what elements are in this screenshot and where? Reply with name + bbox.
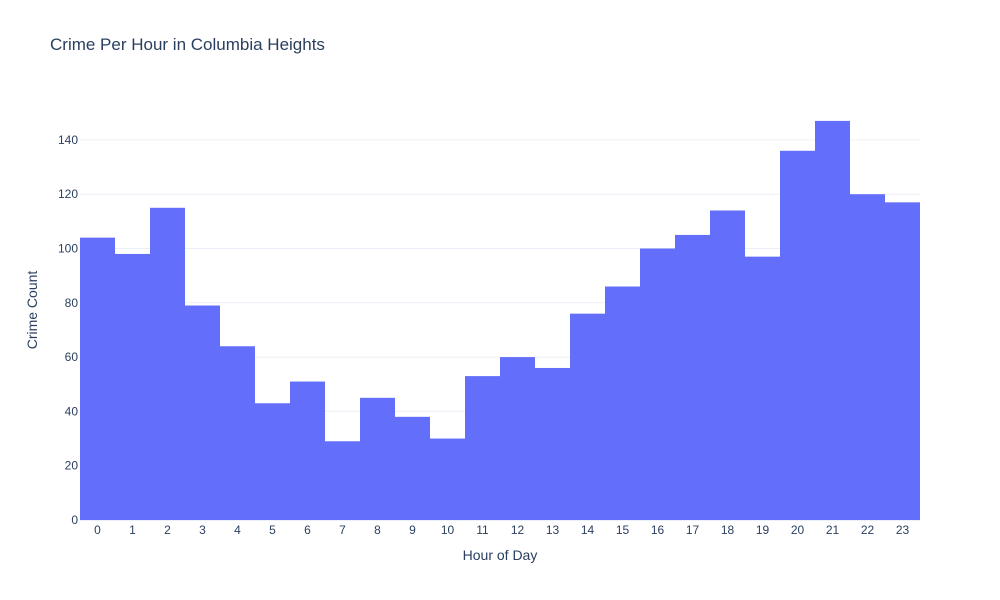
bar-hour-5[interactable]	[255, 403, 290, 520]
x-axis-title: Hour of Day	[463, 547, 538, 563]
bar-hour-19[interactable]	[745, 256, 780, 520]
x-tick-label: 22	[861, 523, 875, 537]
y-axis-title: Crime Count	[24, 271, 40, 350]
x-tick-label: 19	[756, 523, 770, 537]
bar-hour-9[interactable]	[395, 416, 430, 520]
bar-hour-12[interactable]	[500, 357, 535, 520]
bar-hour-14[interactable]	[570, 313, 605, 520]
x-tick-label: 17	[686, 523, 700, 537]
x-tick-label: 11	[476, 523, 489, 537]
x-tick-label: 16	[651, 523, 665, 537]
y-tick-labels: 0 20 40 60 80 100 120 140	[58, 133, 78, 527]
bar-hour-10[interactable]	[430, 438, 465, 520]
bar-hour-8[interactable]	[360, 397, 395, 520]
chart-title: Crime Per Hour in Columbia Heights	[50, 35, 325, 54]
x-tick-label: 5	[269, 523, 276, 537]
y-tick-label: 140	[58, 133, 78, 147]
y-tick-label: 80	[65, 296, 79, 310]
x-tick-label: 1	[129, 523, 136, 537]
bar-hour-6[interactable]	[290, 381, 325, 520]
x-tick-labels: 0 1 2 3 4 5 6 7 8 9 10 11 12 13 14 15 16 17 18 19 20 21 22 23	[94, 523, 909, 537]
bar-hour-1[interactable]	[115, 253, 150, 520]
bar-hour-3[interactable]	[185, 305, 220, 520]
bar-hour-20[interactable]	[780, 150, 815, 520]
bars-layer	[80, 120, 920, 521]
x-tick-label: 15	[616, 523, 630, 537]
bar-hour-4[interactable]	[220, 346, 255, 520]
y-tick-label: 0	[71, 513, 78, 527]
x-tick-label: 21	[826, 523, 840, 537]
x-tick-label: 18	[721, 523, 735, 537]
x-tick-label: 0	[94, 523, 101, 537]
bar-hour-2[interactable]	[150, 207, 185, 520]
y-tick-label: 40	[65, 404, 79, 418]
y-tick-label: 100	[58, 242, 78, 256]
bar-hour-0[interactable]	[80, 237, 115, 520]
x-tick-label: 9	[409, 523, 416, 537]
x-tick-label: 13	[546, 523, 560, 537]
x-tick-label: 3	[199, 523, 206, 537]
x-tick-label: 6	[304, 523, 311, 537]
bar-hour-17[interactable]	[675, 234, 710, 520]
bar-hour-18[interactable]	[710, 210, 745, 520]
bar-hour-13[interactable]	[535, 367, 570, 520]
y-tick-label: 60	[65, 350, 79, 364]
x-tick-label: 8	[374, 523, 381, 537]
x-tick-label: 12	[511, 523, 525, 537]
bar-hour-11[interactable]	[465, 376, 500, 520]
x-tick-label: 7	[339, 523, 346, 537]
x-tick-label: 20	[791, 523, 805, 537]
x-tick-label: 4	[234, 523, 241, 537]
x-tick-label: 2	[164, 523, 171, 537]
x-tick-label: 10	[441, 523, 455, 537]
bar-hour-23[interactable]	[885, 202, 920, 520]
bar-hour-22[interactable]	[850, 194, 885, 521]
y-tick-label: 20	[65, 459, 79, 473]
bar-hour-15[interactable]	[605, 286, 640, 520]
x-tick-label: 23	[896, 523, 910, 537]
bar-hour-16[interactable]	[640, 248, 675, 521]
y-tick-label: 120	[58, 187, 78, 201]
bar-hour-21[interactable]	[815, 120, 850, 521]
bar-hour-7[interactable]	[325, 441, 360, 520]
x-tick-label: 14	[581, 523, 595, 537]
